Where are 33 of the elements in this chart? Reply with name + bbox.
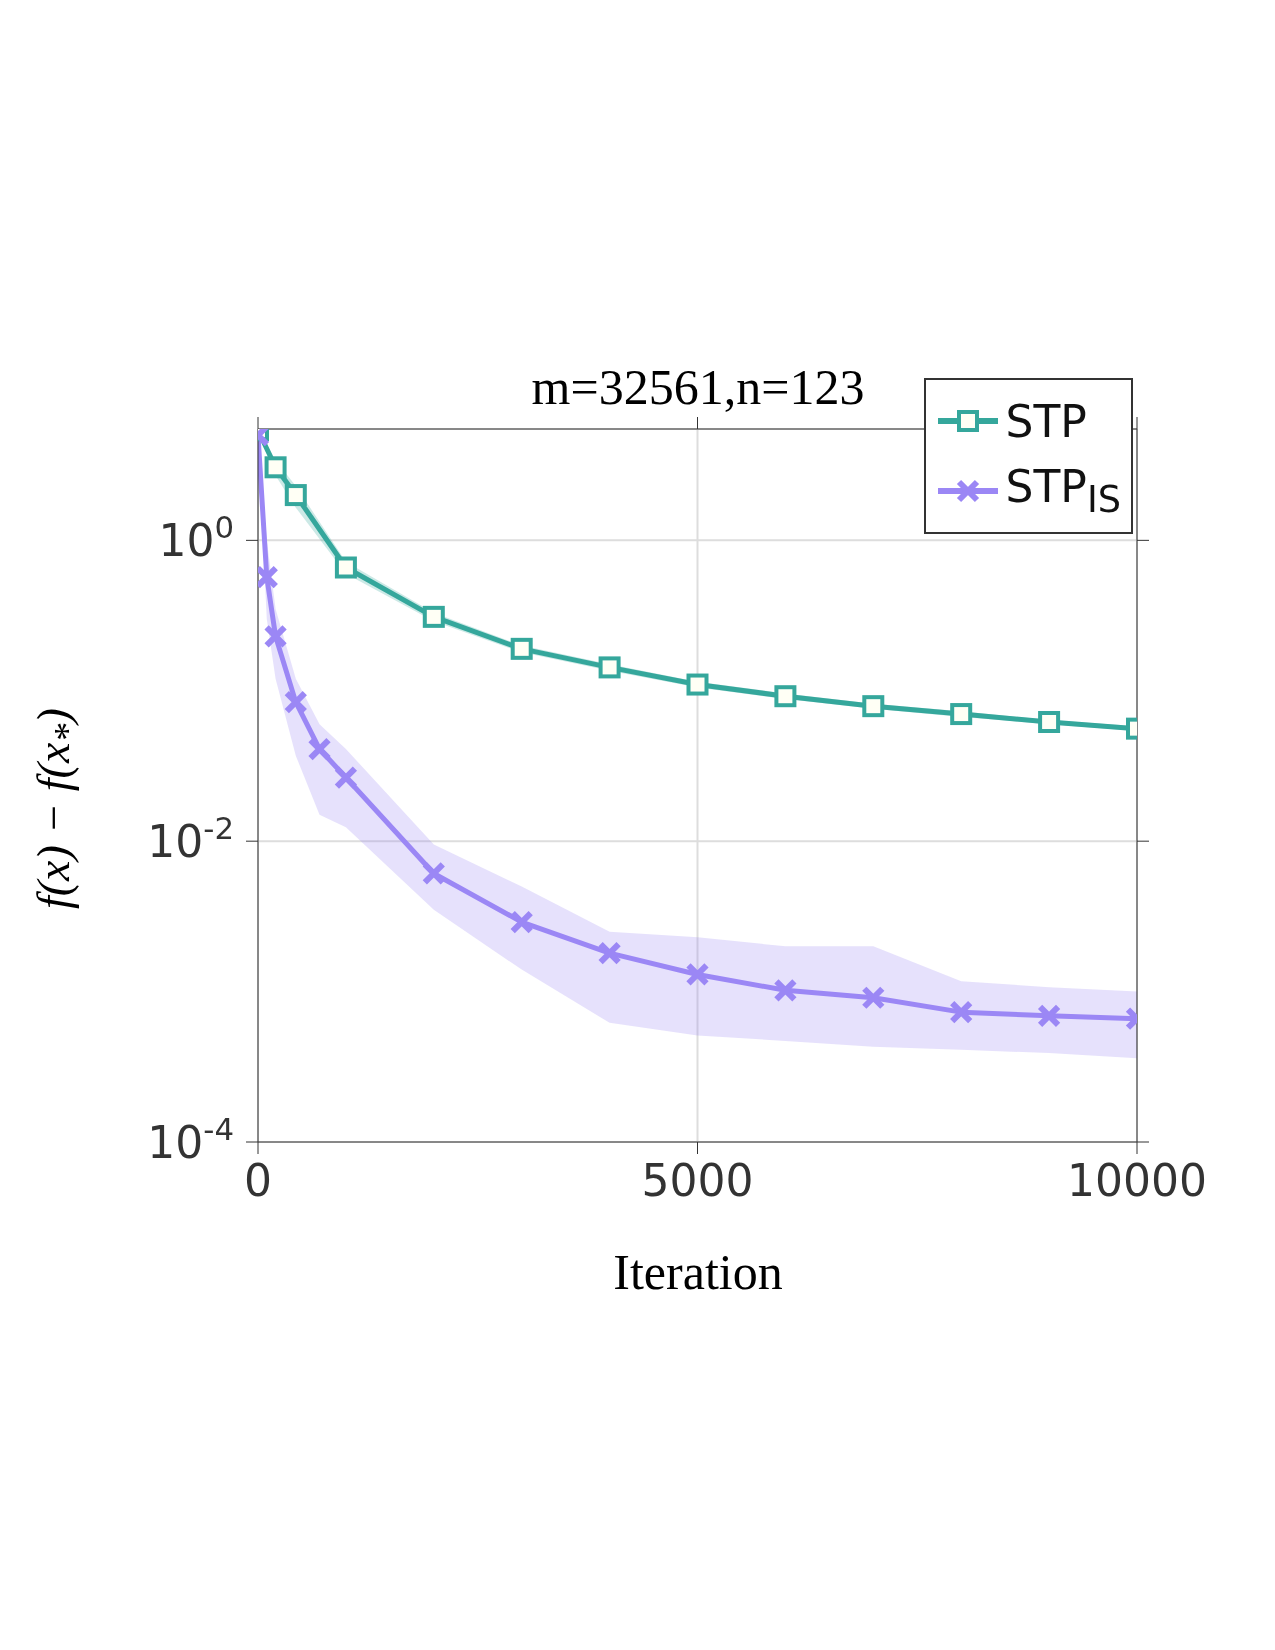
point (422, 605, 445, 628)
x-tick-label: 10000 (1067, 1155, 1207, 1206)
x-tick-label: 5000 (641, 1155, 754, 1206)
x-axis-title: Iteration (612, 1243, 784, 1301)
point (263, 624, 288, 649)
point (774, 685, 797, 708)
point (686, 673, 709, 696)
x-tick-label: 0 (244, 1155, 272, 1206)
point (685, 962, 710, 987)
point (1037, 1003, 1062, 1028)
point (597, 941, 622, 966)
point (307, 737, 332, 762)
point (509, 910, 534, 935)
point (264, 456, 287, 479)
point (598, 656, 621, 679)
point (334, 556, 357, 579)
point (333, 765, 358, 790)
y-tick-label: 10$^{-4}$ (147, 1111, 234, 1168)
point (421, 861, 446, 886)
y-tick-label: 10$^{0}$ (158, 509, 234, 567)
point (510, 637, 533, 660)
point (284, 484, 307, 507)
point (862, 695, 885, 718)
chart-title: m=32561,n=123 (531, 359, 865, 415)
point (1038, 711, 1061, 733)
point (283, 690, 308, 715)
point (861, 985, 886, 1010)
y-tick-label: 10$^{-2}$ (147, 810, 234, 868)
legend-label: STP (1005, 395, 1087, 447)
point (949, 1000, 974, 1025)
point (950, 703, 973, 726)
point (773, 978, 798, 1003)
legend-label: STP$_{IS}$ (1005, 461, 1121, 521)
